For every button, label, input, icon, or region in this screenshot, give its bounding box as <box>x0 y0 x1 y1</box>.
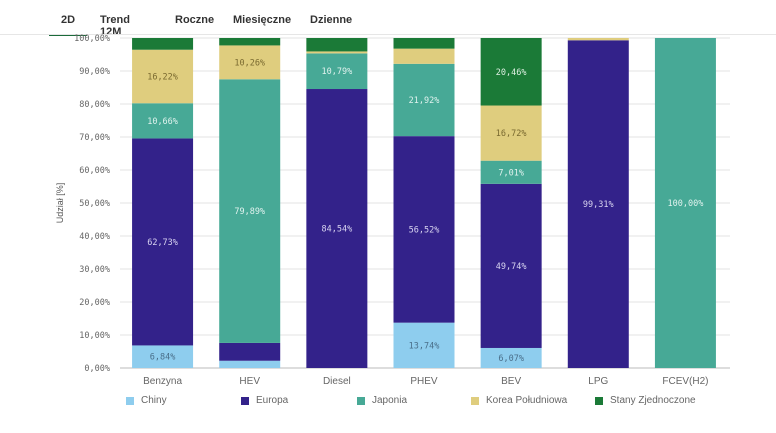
data-label: 16,22% <box>147 72 178 82</box>
x-category-label: Benzyna <box>143 376 182 387</box>
x-category-label: HEV <box>239 376 260 387</box>
bar-segment-europa[interactable] <box>306 89 368 368</box>
bar-segment-chiny[interactable] <box>480 347 542 368</box>
bar-segment-korea-południowa[interactable] <box>393 48 455 64</box>
data-label: 13,74% <box>409 341 440 351</box>
data-label: 16,72% <box>496 129 527 139</box>
bar-segment-japonia[interactable] <box>219 79 281 343</box>
y-tick-label: 30,00% <box>79 265 110 275</box>
legend-item-stany-zjednoczone[interactable]: Stany Zjednoczone <box>595 395 696 406</box>
bar-segment-europa[interactable] <box>567 40 629 368</box>
legend-label: Japonia <box>372 395 408 406</box>
bar-segment-japonia[interactable] <box>480 160 542 184</box>
data-label: 6,07% <box>498 354 524 364</box>
bar-segment-japonia[interactable] <box>393 63 455 137</box>
bar-segment-korea-południowa[interactable] <box>567 38 629 41</box>
tab-dzienne[interactable]: Dzienne <box>310 14 353 26</box>
legend-swatch-icon <box>241 396 249 405</box>
y-tick-label: 60,00% <box>79 166 110 176</box>
y-tick-label: 10,00% <box>79 331 110 341</box>
data-label: 10,66% <box>147 117 178 127</box>
tab-2d[interactable]: 2D <box>49 8 87 36</box>
data-label: 49,74% <box>496 262 527 272</box>
bar-segment-korea-południowa[interactable] <box>306 51 368 54</box>
bar-segment-stany-zjednoczone[interactable] <box>393 38 455 49</box>
y-tick-label: 0,00% <box>84 364 110 374</box>
bar-segment-chiny[interactable] <box>219 360 281 368</box>
tab-miesięczne[interactable]: Miesięczne <box>233 14 292 26</box>
legend-label: Stany Zjednoczone <box>610 395 696 406</box>
data-label: 100,00% <box>668 199 704 209</box>
data-label: 10,79% <box>321 67 352 77</box>
y-tick-label: 90,00% <box>79 67 110 77</box>
bar-segment-korea-południowa[interactable] <box>219 45 281 80</box>
y-tick-label: 80,00% <box>79 100 110 110</box>
legend-item-europa[interactable]: Europa <box>241 395 288 406</box>
data-label: 62,73% <box>147 238 178 248</box>
data-label: 20,46% <box>496 68 527 78</box>
y-tick-label: 20,00% <box>79 298 110 308</box>
y-tick-label: 70,00% <box>79 133 110 143</box>
y-axis-title: Udział [%] <box>55 183 65 224</box>
bar-segment-japonia[interactable] <box>306 53 368 90</box>
tab-trend-12m[interactable]: Trend 12M <box>100 14 130 38</box>
data-label: 84,54% <box>321 225 352 235</box>
bar-segment-japonia[interactable] <box>132 103 194 139</box>
legend-label: Europa <box>256 395 289 406</box>
bar-segment-europa[interactable] <box>219 342 281 361</box>
data-label: 79,89% <box>234 207 265 217</box>
bar-segment-stany-zjednoczone[interactable] <box>480 38 542 106</box>
legend-swatch-icon <box>357 396 365 405</box>
legend-item-japonia[interactable]: Japonia <box>357 395 407 406</box>
legend-item-korea-południowa[interactable]: Korea Południowa <box>471 395 567 406</box>
bar-segment-europa[interactable] <box>393 136 455 323</box>
legend-label: Korea Południowa <box>486 395 568 406</box>
data-label: 7,01% <box>498 168 524 178</box>
x-category-label: BEV <box>501 376 521 387</box>
legend-label: Chiny <box>141 395 167 406</box>
data-label: 6,84% <box>150 353 176 363</box>
bar-segment-stany-zjednoczone[interactable] <box>306 38 368 52</box>
data-label: 99,31% <box>583 200 614 210</box>
bar-segment-stany-zjednoczone[interactable] <box>219 38 281 46</box>
bar-segment-korea-południowa[interactable] <box>132 49 194 104</box>
bar-segment-chiny[interactable] <box>393 322 455 368</box>
data-label: 56,52% <box>409 225 440 235</box>
legend-item-chiny[interactable]: Chiny <box>126 395 167 406</box>
x-category-label: LPG <box>588 376 608 387</box>
bar-segment-korea-południowa[interactable] <box>480 105 542 161</box>
legend-swatch-icon <box>126 396 134 405</box>
data-label: 10,26% <box>234 58 265 68</box>
tabs-divider <box>0 34 776 35</box>
y-tick-label: 100,00% <box>74 34 110 44</box>
legend-swatch-icon <box>595 396 603 405</box>
bar-segment-chiny[interactable] <box>132 345 194 368</box>
bar-segment-europa[interactable] <box>132 138 194 346</box>
tab-roczne[interactable]: Roczne <box>175 14 215 26</box>
bar-segment-japonia[interactable] <box>654 38 716 368</box>
y-tick-label: 50,00% <box>79 199 110 209</box>
data-label: 21,92% <box>409 96 440 106</box>
x-category-label: PHEV <box>410 376 438 387</box>
y-tick-label: 40,00% <box>79 232 110 242</box>
bar-segment-europa[interactable] <box>480 183 542 348</box>
x-category-label: Diesel <box>323 376 351 387</box>
view-tabs: 2D Trend 12M Roczne Miesięczne Dzienne <box>0 8 776 38</box>
legend-swatch-icon <box>471 396 479 405</box>
bar-segment-stany-zjednoczone[interactable] <box>132 38 194 50</box>
x-category-label: FCEV(H2) <box>662 376 708 387</box>
